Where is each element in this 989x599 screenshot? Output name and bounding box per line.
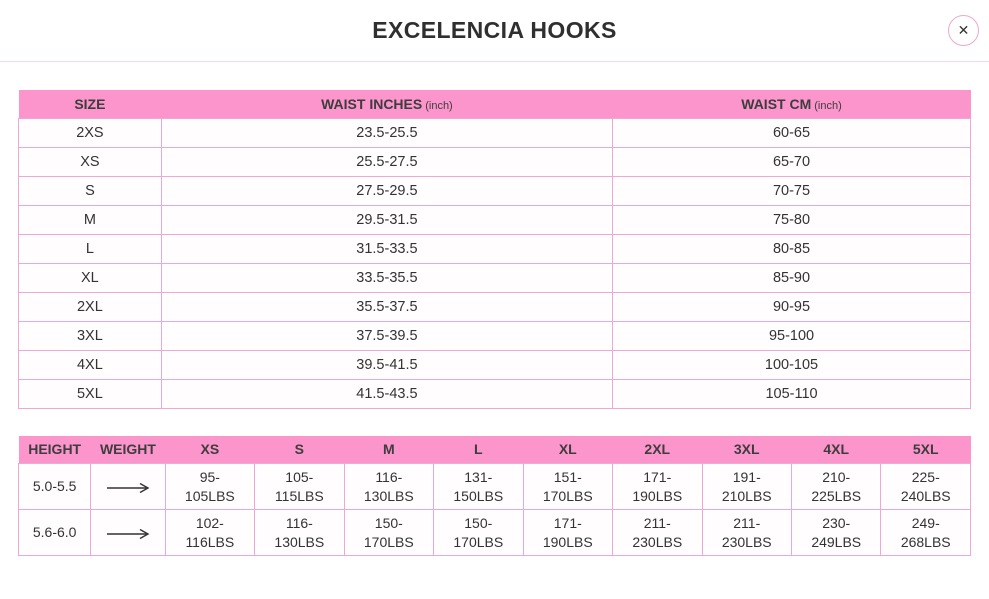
waist-inches-cell: 37.5-39.5 — [160, 320, 614, 351]
weight-range-cell: 102- 116LBS — [164, 509, 256, 556]
column-header-xs: XS — [165, 435, 255, 464]
weight-arrow-cell — [90, 463, 166, 510]
column-header-4xl: 4XL — [791, 435, 881, 464]
waist-cm-cell: 105-110 — [612, 378, 971, 409]
modal-header: EXCELENCIA HOOKS ✕ — [0, 0, 989, 62]
weight-range-cell: 171- 190LBS — [522, 509, 614, 556]
size-cell: XS — [18, 146, 162, 177]
size-cell: 3XL — [18, 320, 162, 351]
weight-range-cell: 131- 150LBS — [433, 463, 524, 510]
column-header-5xl: 5XL — [880, 435, 971, 464]
table-row: 2XS 23.5-25.5 60-65 — [18, 117, 971, 148]
size-table-header-row: SIZE WAIST INCHES (inch) WAIST CM (inch) — [18, 90, 971, 118]
waist-cm-cell: 65-70 — [612, 146, 971, 177]
weight-range-cell: 230- 249LBS — [790, 509, 882, 556]
column-header-size: SIZE — [18, 90, 162, 118]
right-arrow-icon — [105, 524, 151, 540]
column-header-height: HEIGHT — [18, 435, 91, 464]
column-header-m: M — [344, 435, 434, 464]
waist-cm-cell: 80-85 — [612, 233, 971, 264]
size-cell: 2XL — [18, 291, 162, 322]
size-cell: XL — [18, 262, 162, 293]
size-chart-modal: EXCELENCIA HOOKS ✕ SIZE WAIST INCHES (inc… — [0, 0, 989, 556]
waist-inches-cell: 23.5-25.5 — [160, 117, 614, 148]
table-row: 5.0-5.5 95- 105LBS 105- 115LBS 116- 130L… — [17, 463, 971, 510]
waist-inches-cell: 33.5-35.5 — [160, 262, 614, 293]
weight-range-cell: 151- 170LBS — [522, 463, 614, 510]
weight-range-cell: 191- 210LBS — [701, 463, 792, 510]
table-row: XS 25.5-27.5 65-70 — [18, 146, 971, 177]
waist-inches-cell: 25.5-27.5 — [160, 146, 614, 177]
height-cell: 5.6-6.0 — [17, 509, 92, 556]
column-header-waist-inches: WAIST INCHES (inch) — [161, 90, 613, 118]
table-row: 4XL 39.5-41.5 100-105 — [18, 349, 971, 380]
waist-inches-cell: 27.5-29.5 — [160, 175, 614, 206]
size-cell: M — [18, 204, 162, 235]
table-row: 3XL 37.5-39.5 95-100 — [18, 320, 971, 351]
waist-cm-cell: 70-75 — [612, 175, 971, 206]
waist-cm-cell: 90-95 — [612, 291, 971, 322]
waist-inches-cell: 35.5-37.5 — [160, 291, 614, 322]
height-cell: 5.0-5.5 — [17, 463, 92, 510]
height-weight-table: HEIGHT WEIGHT XS S M L XL 2XL 3XL 4XL 5X… — [17, 435, 971, 556]
waist-cm-cell: 85-90 — [612, 262, 971, 293]
weight-range-cell: 105- 115LBS — [254, 463, 345, 510]
weight-range-cell: 116- 130LBS — [343, 463, 435, 510]
table-row: L 31.5-33.5 80-85 — [18, 233, 971, 264]
weight-range-cell: 171- 190LBS — [612, 463, 703, 510]
table-row: XL 33.5-35.5 85-90 — [18, 262, 971, 293]
size-cell: 2XS — [18, 117, 162, 148]
weight-range-cell: 95- 105LBS — [164, 463, 256, 510]
weight-range-cell: 150- 170LBS — [343, 509, 435, 556]
column-header-weight: WEIGHT — [90, 435, 166, 464]
close-button[interactable]: ✕ — [948, 15, 979, 46]
weight-range-cell: 225- 240LBS — [880, 463, 971, 510]
column-header-3xl: 3XL — [702, 435, 792, 464]
table-row: S 27.5-29.5 70-75 — [18, 175, 971, 206]
column-header-2xl: 2XL — [612, 435, 702, 464]
column-header-l: L — [433, 435, 524, 464]
waist-size-table: SIZE WAIST INCHES (inch) WAIST CM (inch) 2… — [18, 90, 971, 409]
waist-inches-cell: 39.5-41.5 — [160, 349, 614, 380]
waist-inches-cell: 29.5-31.5 — [160, 204, 614, 235]
waist-inches-cell: 31.5-33.5 — [160, 233, 614, 264]
table-row: M 29.5-31.5 75-80 — [18, 204, 971, 235]
weight-range-cell: 211- 230LBS — [701, 509, 792, 556]
table-row: 5.6-6.0 102- 116LBS 116- 130LBS 150- 170… — [17, 509, 971, 556]
weight-range-cell: 210- 225LBS — [790, 463, 882, 510]
size-cell: S — [18, 175, 162, 206]
column-header-s: S — [254, 435, 345, 464]
waist-cm-cell: 100-105 — [612, 349, 971, 380]
table-row: 2XL 35.5-37.5 90-95 — [18, 291, 971, 322]
weight-range-cell: 249- 268LBS — [880, 509, 971, 556]
weight-range-cell: 150- 170LBS — [433, 509, 524, 556]
size-cell: 5XL — [18, 378, 162, 409]
weight-table-header-row: HEIGHT WEIGHT XS S M L XL 2XL 3XL 4XL 5X… — [18, 435, 971, 464]
page-title: EXCELENCIA HOOKS — [372, 17, 617, 43]
table-row: 5XL 41.5-43.5 105-110 — [18, 378, 971, 409]
size-cell: L — [18, 233, 162, 264]
waist-cm-cell: 75-80 — [612, 204, 971, 235]
column-header-xl: XL — [523, 435, 613, 464]
waist-cm-cell: 60-65 — [612, 117, 971, 148]
waist-cm-cell: 95-100 — [612, 320, 971, 351]
waist-inches-cell: 41.5-43.5 — [160, 378, 614, 409]
close-icon: ✕ — [957, 22, 970, 39]
weight-arrow-cell — [90, 509, 166, 556]
column-header-waist-cm: WAIST CM (inch) — [612, 90, 971, 118]
weight-range-cell: 211- 230LBS — [612, 509, 703, 556]
right-arrow-icon — [105, 478, 151, 494]
size-cell: 4XL — [18, 349, 162, 380]
weight-range-cell: 116- 130LBS — [254, 509, 345, 556]
